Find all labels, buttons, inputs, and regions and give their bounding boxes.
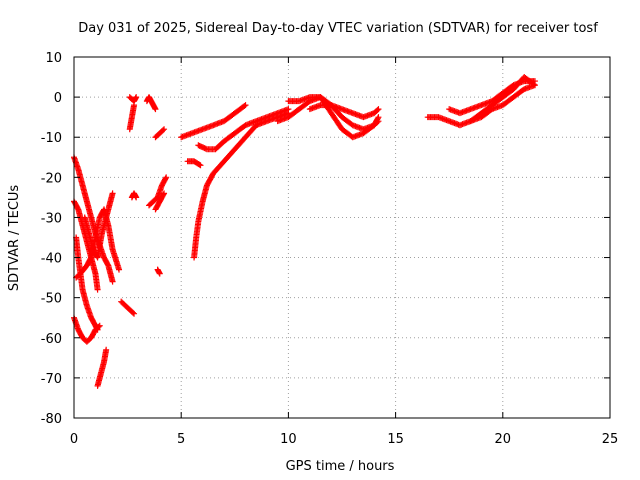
data-track (184, 158, 204, 169)
data-point (133, 94, 140, 101)
data-point (152, 106, 159, 113)
data-track (126, 94, 140, 105)
data-track (285, 94, 382, 141)
grid (74, 57, 610, 418)
data-point (156, 270, 163, 277)
x-tick-label: 25 (602, 432, 619, 447)
data-point (129, 309, 136, 316)
data-point (197, 162, 204, 169)
data-point (285, 106, 292, 113)
y-tick-label: -10 (41, 131, 62, 146)
data-point (96, 322, 103, 329)
x-tick-label: 5 (177, 432, 185, 447)
data-track (81, 190, 116, 261)
data-point (161, 126, 168, 133)
data-track (152, 190, 168, 213)
y-tick-label: -70 (41, 372, 62, 387)
data-point (109, 278, 116, 285)
data-marks (71, 74, 538, 389)
data-point (160, 191, 167, 198)
data-point (159, 127, 166, 134)
x-tick-label: 20 (495, 432, 512, 447)
y-tick-label: 0 (54, 91, 62, 106)
data-point (95, 323, 102, 330)
data-track (467, 74, 538, 125)
data-track (146, 174, 170, 209)
data-point (163, 174, 170, 181)
data-point (196, 161, 203, 168)
y-tick-label: -20 (41, 171, 62, 186)
y-tick-label: -50 (41, 292, 62, 307)
data-track (118, 298, 138, 317)
data-point (133, 194, 140, 201)
data-track (128, 190, 140, 201)
data-point (242, 102, 249, 109)
data-track (94, 346, 110, 389)
data-track (143, 94, 159, 113)
data-track (191, 110, 292, 261)
y-tick-label: -30 (41, 211, 62, 226)
chart-title: Day 031 of 2025, Sidereal Day-to-day VTE… (78, 21, 598, 36)
data-point (131, 310, 138, 317)
data-track (306, 102, 382, 121)
data-point (375, 106, 382, 113)
y-tick-label: -80 (41, 412, 62, 427)
data-point (374, 107, 381, 114)
y-tick-label: 10 (45, 51, 62, 66)
data-track (195, 106, 292, 153)
y-tick-label: -40 (41, 252, 62, 267)
x-tick-label: 15 (387, 432, 404, 447)
data-track (152, 126, 168, 141)
y-axis-label: SDTVAR / TECUs (7, 185, 22, 292)
data-point (94, 286, 101, 293)
data-point (116, 266, 123, 273)
data-point (530, 81, 537, 88)
data-point (531, 82, 538, 89)
data-point (162, 175, 169, 182)
axes-ticks: -80 -70 -60 -50 -40 -30 -20 -10 0 10 0 5 10 15 20 25 (41, 51, 619, 447)
data-point (241, 103, 248, 110)
data-point (109, 190, 116, 197)
x-tick-label: 0 (70, 432, 78, 447)
y-tick-label: -60 (41, 332, 62, 347)
data-point (161, 190, 168, 197)
data-track (178, 102, 249, 141)
x-tick-label: 10 (280, 432, 297, 447)
data-track (154, 266, 163, 277)
data-point (374, 115, 381, 122)
plot-frame (73, 56, 611, 419)
data-track (126, 102, 138, 133)
data-point (375, 114, 382, 121)
x-axis-label: GPS time / hours (286, 459, 395, 474)
data-point (103, 346, 110, 353)
data-track (71, 314, 103, 345)
